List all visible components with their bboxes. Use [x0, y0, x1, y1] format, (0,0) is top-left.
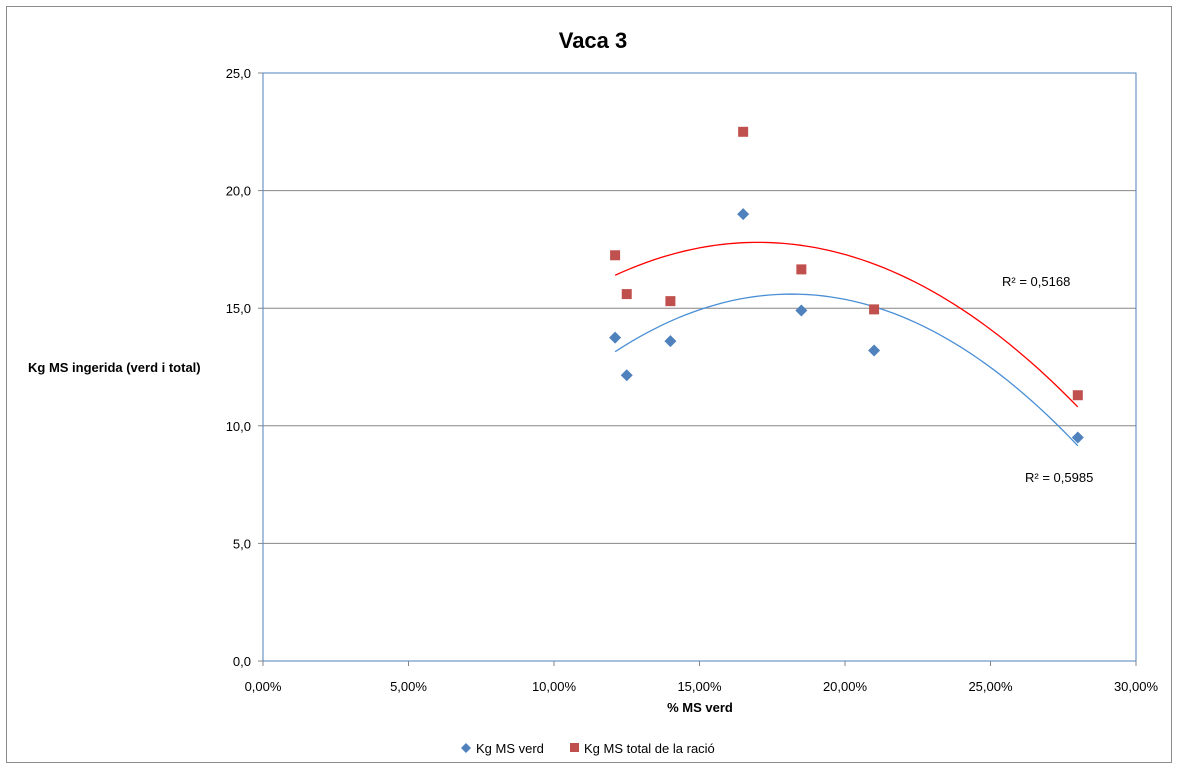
data-point-verd	[664, 335, 677, 348]
trendlines	[614, 241, 1079, 447]
legend: Kg MS verd Kg MS total de la ració	[461, 741, 715, 756]
x-tick-label: 15,00%	[677, 679, 722, 694]
x-axis-title: % MS verd	[667, 700, 733, 715]
data-point-verd	[868, 344, 881, 357]
x-axis-ticks: 0,00% 5,00% 10,00% 15,00% 20,00% 25,00% 30,00%	[245, 661, 1159, 694]
y-axis-title: Kg MS ingerida (verd i total)	[28, 360, 201, 375]
legend-label-verd: Kg MS verd	[476, 741, 544, 756]
data-point-total	[738, 126, 749, 137]
data-point-verd	[609, 331, 622, 344]
data-point-total	[1072, 390, 1083, 401]
y-axis-ticks: 0,0 5,0 10,0 15,0 20,0 25,0	[226, 66, 263, 669]
chart-title: Vaca 3	[559, 28, 628, 53]
data-point-verd	[795, 304, 808, 317]
legend-label-total: Kg MS total de la ració	[584, 741, 715, 756]
y-tick-label: 15,0	[226, 301, 251, 316]
y-tick-label: 10,0	[226, 419, 251, 434]
chart-border	[6, 6, 1172, 763]
data-point-verd	[620, 369, 633, 382]
gridlines	[263, 190, 1136, 544]
x-tick-label: 5,00%	[390, 679, 427, 694]
y-tick-label: 0,0	[233, 654, 251, 669]
r2-label-total: R² = 0,5168	[1002, 274, 1070, 289]
data-point-total	[665, 296, 676, 307]
data-point-total	[610, 250, 621, 261]
x-tick-label: 10,00%	[532, 679, 577, 694]
r2-label-verd: R² = 0,5985	[1025, 470, 1093, 485]
data-point-total	[869, 304, 880, 315]
x-tick-label: 25,00%	[968, 679, 1013, 694]
x-tick-label: 30,00%	[1114, 679, 1159, 694]
data-points	[609, 126, 1084, 444]
y-tick-label: 5,0	[233, 536, 251, 551]
data-point-verd	[737, 208, 750, 221]
x-tick-label: 20,00%	[823, 679, 868, 694]
trendline-total	[614, 241, 1079, 408]
legend-marker-verd	[461, 743, 471, 753]
data-point-total	[621, 289, 632, 300]
trendline-verd	[614, 293, 1079, 447]
legend-marker-total	[570, 743, 579, 752]
y-tick-label: 20,0	[226, 184, 251, 199]
data-point-total	[796, 264, 807, 275]
data-point-verd	[1071, 431, 1084, 444]
x-tick-label: 0,00%	[245, 679, 282, 694]
y-tick-label: 25,0	[226, 66, 251, 81]
